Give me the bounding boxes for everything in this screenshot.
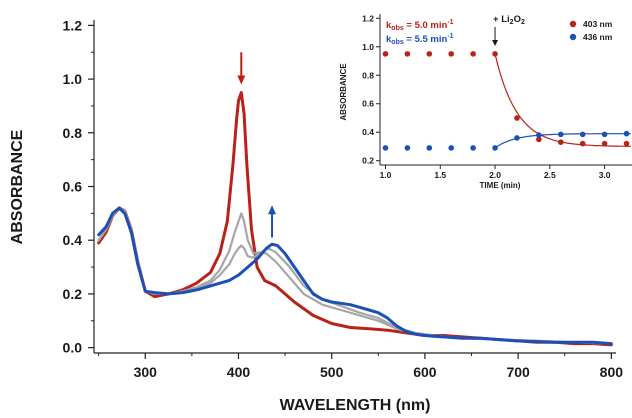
y-tick-label: 1.2 bbox=[63, 17, 83, 33]
rate-annotation-2: kobs = 5.5 min-1 bbox=[386, 33, 454, 46]
y-tick-label: 0.2 bbox=[63, 286, 83, 302]
spectrum-line-2 bbox=[97, 206, 613, 345]
data-point-1 bbox=[382, 51, 389, 57]
reagent-annotation: + Li2O2 bbox=[493, 14, 525, 26]
data-point-1 bbox=[601, 140, 608, 147]
arrow-up-head bbox=[268, 205, 277, 215]
inset-x-tick-label: 2.5 bbox=[544, 170, 556, 180]
rate-annotation-1: kobs = 5.0 min-1 bbox=[386, 19, 454, 32]
data-point-2 bbox=[448, 145, 455, 151]
inset-x-tick-label: 2.0 bbox=[489, 170, 501, 180]
inset-y-tick-label: 1.0 bbox=[362, 42, 374, 52]
x-tick-label: 800 bbox=[600, 364, 624, 380]
x-axis-label: WAVELENGTH (nm) bbox=[280, 397, 431, 414]
x-tick-label: 400 bbox=[227, 364, 251, 380]
y-axis-label: ABSORBANCE bbox=[9, 129, 26, 244]
legend-marker-2 bbox=[569, 33, 577, 41]
y-tick-label: 1.0 bbox=[63, 71, 83, 87]
main-ticks: 300 400 500 600 700 800 0.0 0.2 0.4 0.6 0.8 1.0 1.2 bbox=[63, 17, 624, 380]
inset-y-tick-label: 0.2 bbox=[362, 156, 374, 166]
reagent-arrow-head bbox=[492, 40, 499, 46]
inset-x-axis-label: TIME (min) bbox=[480, 181, 521, 190]
x-tick-label: 300 bbox=[134, 364, 158, 380]
inset-y-tick-label: 0.6 bbox=[362, 99, 374, 109]
data-point-1 bbox=[470, 51, 476, 57]
inset-x-tick-label: 1.5 bbox=[434, 170, 446, 180]
data-point-2 bbox=[557, 131, 564, 138]
y-tick-label: 0.4 bbox=[63, 232, 83, 248]
data-point-1 bbox=[492, 51, 498, 57]
legend-marker-1 bbox=[569, 20, 577, 28]
y-tick-label: 0.8 bbox=[63, 125, 83, 141]
inset-series bbox=[382, 51, 631, 151]
data-point-2 bbox=[404, 145, 411, 151]
data-point-2 bbox=[382, 145, 389, 151]
data-point-2 bbox=[579, 131, 586, 138]
data-point-1 bbox=[404, 51, 411, 57]
spectrum-line-3 bbox=[97, 206, 613, 345]
inset-legend: 403 nm 436 nm bbox=[569, 19, 613, 42]
spectrum-line-4 bbox=[97, 206, 613, 346]
data-point-1 bbox=[426, 51, 433, 57]
data-point-2 bbox=[514, 135, 520, 141]
inset-y-tick-label: 1.2 bbox=[362, 13, 374, 23]
legend-label-2: 436 nm bbox=[583, 32, 613, 42]
x-tick-label: 700 bbox=[506, 364, 530, 380]
data-point-1 bbox=[514, 115, 520, 121]
x-tick-label: 600 bbox=[413, 364, 437, 380]
data-point-2 bbox=[623, 130, 630, 137]
arrow-down-head bbox=[237, 75, 246, 85]
main-markers bbox=[237, 52, 277, 238]
y-tick-label: 0.0 bbox=[63, 340, 83, 356]
inset-y-axis-label: ABSORBANCE bbox=[339, 63, 348, 121]
main-series bbox=[97, 91, 613, 347]
inset-x-tick-label: 3.0 bbox=[599, 170, 611, 180]
inset-y-tick-label: 0.8 bbox=[362, 70, 374, 80]
data-point-2 bbox=[426, 145, 433, 151]
data-point-2 bbox=[601, 131, 608, 138]
data-point-1 bbox=[579, 140, 586, 147]
x-tick-label: 500 bbox=[320, 364, 344, 380]
data-point-2 bbox=[536, 132, 542, 138]
inset-y-tick-label: 0.4 bbox=[362, 127, 374, 137]
inset-chart: 1.0 1.5 2.0 2.5 3.0 0.2 0.4 0.6 0.8 1.0 1.2 kobs =… bbox=[339, 8, 632, 190]
data-point-2 bbox=[470, 145, 476, 151]
inset-ticks: 1.0 1.5 2.0 2.5 3.0 0.2 0.4 0.6 0.8 1.0 1.2 bbox=[362, 13, 611, 180]
legend-label-1: 403 nm bbox=[583, 19, 613, 29]
main-plot: 300 400 500 600 700 8000.00.20.40.60.81.01.2 … bbox=[9, 17, 623, 414]
data-point-1 bbox=[623, 140, 630, 147]
data-point-2 bbox=[492, 145, 498, 151]
y-tick-label: 0.6 bbox=[63, 179, 83, 195]
data-point-1 bbox=[536, 136, 542, 143]
data-point-1 bbox=[557, 139, 564, 146]
data-point-1 bbox=[448, 51, 455, 57]
inset-x-tick-label: 1.0 bbox=[380, 170, 392, 180]
